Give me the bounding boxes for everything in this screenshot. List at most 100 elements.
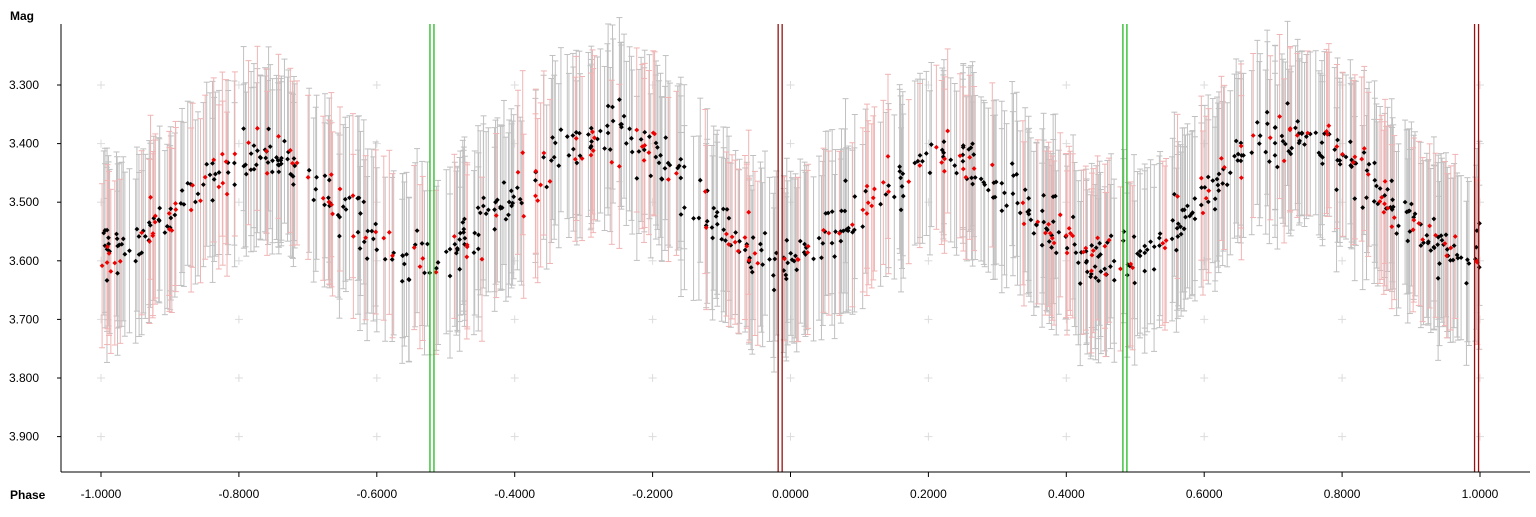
data-point	[826, 230, 832, 236]
data-point	[1249, 150, 1255, 156]
data-point	[462, 235, 468, 241]
data-point	[1175, 193, 1180, 199]
data-point	[311, 197, 317, 203]
data-point	[860, 224, 866, 230]
data-point	[647, 134, 652, 140]
data-point	[723, 238, 728, 243]
data-point	[1002, 190, 1007, 196]
data-point	[551, 154, 557, 160]
data-point	[748, 265, 754, 270]
data-point	[1371, 199, 1377, 204]
data-point	[1181, 226, 1187, 232]
data-point	[1057, 212, 1063, 218]
data-point	[860, 207, 866, 213]
grid-plus	[1338, 315, 1347, 324]
data-point	[752, 251, 758, 256]
data-point	[1135, 251, 1140, 257]
x-tick-label: 0.2000	[910, 487, 947, 501]
data-point	[369, 228, 375, 234]
phase-marker-line	[1122, 24, 1128, 472]
data-point	[1320, 161, 1325, 167]
data-point	[1335, 137, 1340, 143]
data-point	[1381, 209, 1387, 215]
data-point	[704, 218, 710, 224]
data-point	[1073, 250, 1079, 256]
data-point	[1089, 252, 1095, 258]
data-point	[1046, 221, 1051, 227]
data-point	[538, 182, 544, 188]
data-point	[1221, 165, 1227, 170]
data-point	[150, 231, 156, 236]
data-point	[1464, 280, 1469, 286]
data-point	[454, 245, 460, 251]
grid-plus	[97, 139, 105, 148]
data-point	[869, 203, 875, 209]
data-point	[548, 158, 554, 163]
data-point	[1296, 131, 1302, 136]
data-point	[106, 235, 111, 241]
data-point	[1011, 173, 1016, 179]
data-point	[1455, 255, 1461, 261]
data-point	[1233, 138, 1239, 144]
data-point	[960, 166, 966, 172]
data-point	[1070, 214, 1076, 220]
data-point	[278, 158, 284, 163]
grid-plus	[97, 432, 105, 441]
data-point	[1063, 233, 1069, 238]
data-point	[1377, 186, 1383, 191]
data-point	[225, 160, 231, 166]
data-point	[451, 233, 457, 239]
data-point	[457, 230, 463, 236]
x-tick-label: -0.2000	[632, 487, 673, 501]
data-point	[350, 193, 356, 199]
data-point	[1277, 114, 1283, 119]
data-point	[724, 231, 729, 237]
data-point	[1322, 131, 1327, 137]
data-point	[453, 250, 459, 256]
data-point	[1473, 244, 1479, 250]
data-point	[115, 243, 121, 249]
data-point	[1199, 185, 1204, 190]
data-point	[711, 205, 717, 211]
data-point	[335, 212, 341, 218]
data-point	[923, 151, 929, 156]
data-point	[1218, 155, 1224, 161]
x-axis-title: Phase	[10, 488, 46, 502]
data-point	[1157, 231, 1163, 236]
y-axis-title: Mag	[10, 9, 34, 23]
data-point	[833, 229, 838, 235]
data-point	[616, 97, 622, 103]
data-point	[152, 219, 158, 225]
data-point	[1098, 269, 1104, 274]
data-point	[791, 258, 797, 264]
data-point	[755, 260, 761, 266]
data-point	[1448, 245, 1454, 251]
data-point	[475, 205, 481, 211]
data-point	[747, 255, 753, 261]
data-point	[1390, 204, 1396, 210]
x-tick-label: -0.8000	[219, 487, 260, 501]
data-point	[655, 144, 660, 150]
data-point	[276, 133, 281, 139]
data-point	[653, 154, 659, 160]
data-point	[985, 187, 991, 193]
grid-plus	[372, 81, 381, 89]
grid-plus	[1338, 374, 1347, 382]
data-point	[306, 167, 312, 173]
data-point	[1238, 175, 1244, 181]
data-point	[912, 160, 918, 166]
data-point	[435, 260, 441, 265]
data-point	[850, 229, 855, 235]
grid-plus	[1200, 432, 1209, 441]
phase-markers	[429, 24, 1480, 472]
data-point	[658, 152, 663, 158]
data-point	[960, 158, 966, 164]
data-point	[483, 211, 489, 217]
data-point	[1163, 238, 1169, 243]
phase-marker-line	[1473, 24, 1480, 472]
data-point	[667, 162, 673, 168]
data-point	[1046, 239, 1052, 244]
data-point	[1474, 228, 1480, 234]
data-point	[1279, 133, 1285, 139]
grid-plus	[234, 374, 243, 382]
